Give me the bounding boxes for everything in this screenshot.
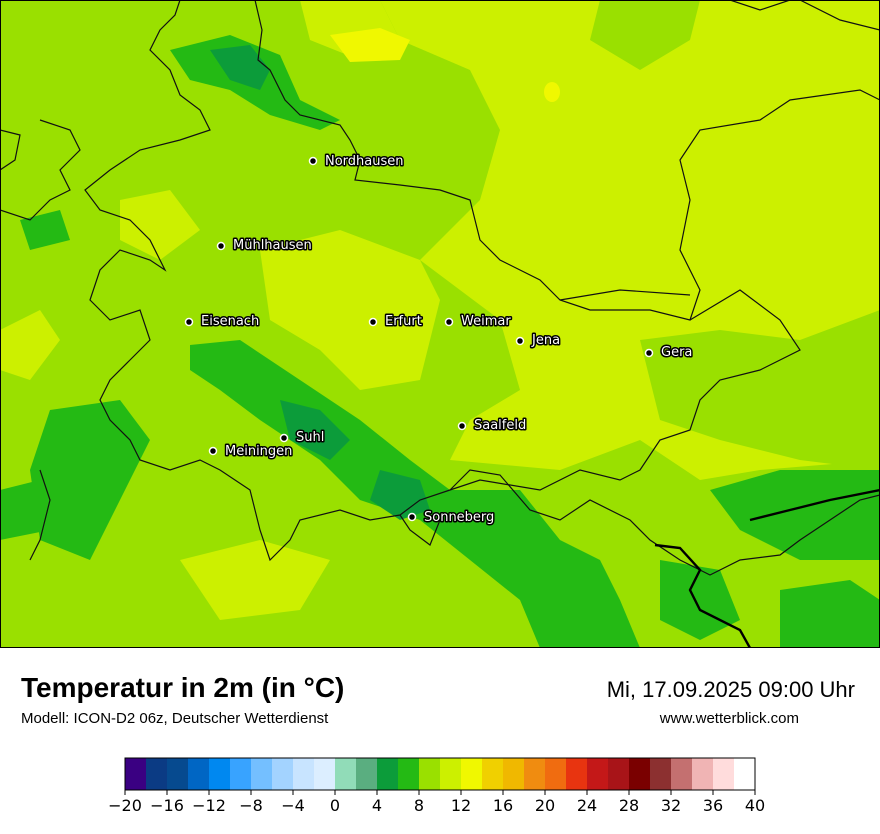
- city-label: Suhl: [296, 430, 324, 445]
- legend-color-swatch: [293, 758, 315, 790]
- city-label: Mühlhausen: [233, 238, 312, 253]
- city-dot: [457, 421, 467, 431]
- city-label: Sonneberg: [424, 510, 494, 525]
- legend-color-swatch: [188, 758, 210, 790]
- city-dot: [515, 336, 525, 346]
- temperature-field-8-10: [210, 45, 430, 520]
- legend-color-swatch: [566, 758, 588, 790]
- legend-color-swatch: [251, 758, 273, 790]
- city-markers: Nordhausen Mühlhausen Eisenach Erfurt We…: [184, 153, 694, 527]
- city-label: Eisenach: [201, 314, 259, 329]
- city-label: Weimar: [461, 314, 511, 329]
- legend-color-swatch: [650, 758, 672, 790]
- legend-color-swatch: [713, 758, 735, 790]
- legend-tick-label: 32: [661, 796, 681, 815]
- city-erfurt[interactable]: Erfurt: [368, 313, 423, 331]
- legend-color-swatch: [608, 758, 630, 790]
- city-dot: [308, 156, 318, 166]
- legend-color-swatch: [734, 758, 756, 790]
- legend-tick-label: 28: [619, 796, 639, 815]
- city-label: Erfurt: [385, 314, 422, 329]
- legend-color-swatch: [671, 758, 693, 790]
- temperature-field-18-20: [330, 28, 560, 102]
- legend-color-swatch: [692, 758, 714, 790]
- state-borders: [0, 0, 880, 576]
- legend-frame: [124, 757, 756, 791]
- city-dot: [644, 348, 654, 358]
- map-title: Temperatur in 2m (in °C): [21, 672, 345, 703]
- legend-color-swatch: [356, 758, 378, 790]
- city-dot: [444, 317, 454, 327]
- legend-tick-label: −16: [150, 796, 184, 815]
- city-dot: [184, 317, 194, 327]
- temperature-field-12-14: [0, 0, 880, 648]
- legend-color-swatch: [419, 758, 441, 790]
- city-gera[interactable]: Gera: [644, 344, 694, 362]
- legend-color-swatch: [398, 758, 420, 790]
- legend-color-swatch: [230, 758, 252, 790]
- city-nordhausen[interactable]: Nordhausen: [308, 153, 405, 171]
- legend-color-swatch: [314, 758, 336, 790]
- city-label: Meiningen: [225, 444, 292, 459]
- forecast-datetime: Mi, 17.09.2025 09:00 Uhr: [606, 677, 855, 702]
- city-eisenach[interactable]: Eisenach: [184, 313, 261, 331]
- legend-color-swatch: [440, 758, 462, 790]
- legend-color-swatch: [461, 758, 483, 790]
- legend-colorbar: −20 −16 −12 −8 −4 0 4 8 12 16 20 24 28 32 36 40: [108, 757, 765, 815]
- legend-color-swatch: [503, 758, 525, 790]
- model-source: Modell: ICON-D2 06z, Deutscher Wetterdie…: [21, 710, 329, 727]
- city-dot: [368, 317, 378, 327]
- legend-tick-label: 24: [577, 796, 597, 815]
- legend-color-swatch: [377, 758, 399, 790]
- legend-tick-label: 4: [372, 796, 382, 815]
- legend-tick-label: 36: [703, 796, 723, 815]
- city-label: Jena: [531, 333, 560, 348]
- legend-color-swatch: [587, 758, 609, 790]
- city-suhl[interactable]: Suhl: [279, 429, 326, 447]
- legend-tick-label: 12: [451, 796, 471, 815]
- legend-tick-label: 20: [535, 796, 555, 815]
- legend-color-swatch: [545, 758, 567, 790]
- temperature-map[interactable]: Nordhausen Mühlhausen Eisenach Erfurt We…: [0, 0, 880, 648]
- city-dot: [208, 446, 218, 456]
- legend-color-swatch: [335, 758, 357, 790]
- legend-color-swatch: [524, 758, 546, 790]
- legend-tick-label: 8: [414, 796, 424, 815]
- city-dot: [216, 241, 226, 251]
- legend-tick-label: 0: [330, 796, 340, 815]
- color-legend: −20 −16 −12 −8 −4 0 4 8 12 16 20 24 28 32 36 40: [0, 750, 880, 830]
- city-jena[interactable]: Jena: [515, 332, 562, 350]
- legend-tick-label: 40: [745, 796, 765, 815]
- city-weimar[interactable]: Weimar: [444, 313, 513, 331]
- legend-color-swatch: [209, 758, 231, 790]
- city-label: Nordhausen: [325, 154, 404, 169]
- legend-tick-label: 16: [493, 796, 513, 815]
- city-saalfeld[interactable]: Saalfeld: [457, 417, 528, 435]
- legend-tick-label: −20: [108, 796, 142, 815]
- city-meiningen[interactable]: Meiningen: [208, 443, 294, 461]
- country-border: [654, 488, 880, 648]
- legend-color-swatch: [482, 758, 504, 790]
- legend-color-swatch: [629, 758, 651, 790]
- website-link[interactable]: www.wetterblick.com: [659, 710, 799, 727]
- legend-color-swatch: [167, 758, 189, 790]
- city-label: Gera: [661, 345, 692, 360]
- city-sonneberg[interactable]: Sonneberg: [407, 509, 496, 527]
- legend-color-swatch: [146, 758, 168, 790]
- legend-color-swatch: [272, 758, 294, 790]
- legend-color-swatch: [125, 758, 147, 790]
- legend-tick-label: −4: [281, 796, 305, 815]
- city-label: Saalfeld: [474, 418, 526, 433]
- legend-tick-label: −8: [239, 796, 263, 815]
- city-muehlhausen[interactable]: Mühlhausen: [216, 237, 313, 255]
- city-dot: [279, 433, 289, 443]
- legend-tick-label: −12: [192, 796, 226, 815]
- city-dot: [407, 512, 417, 522]
